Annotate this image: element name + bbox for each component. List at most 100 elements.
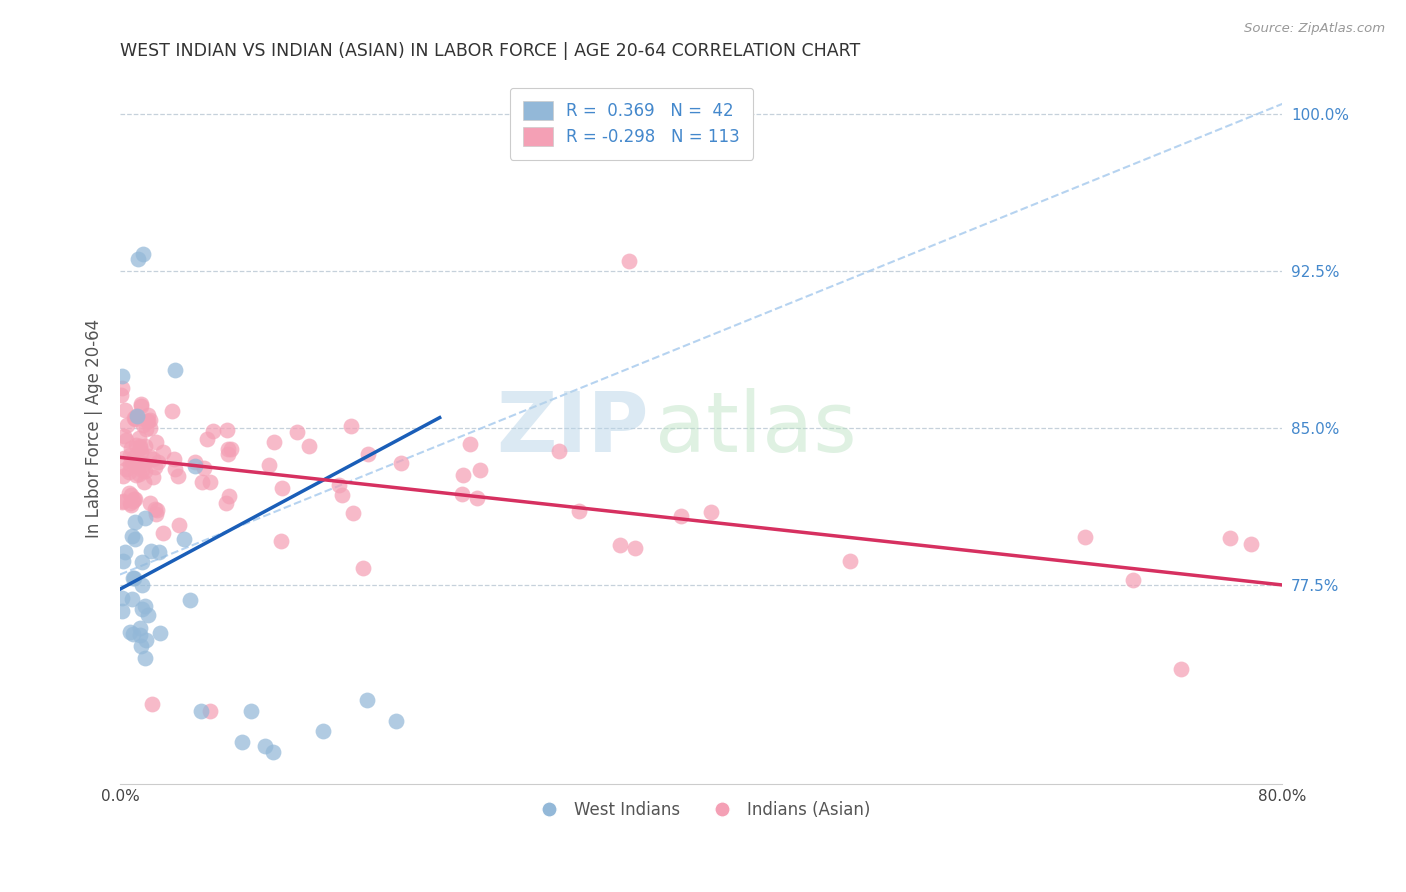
Point xyxy=(200,475,222,489)
Point xyxy=(125,458,148,473)
Point xyxy=(111,495,134,509)
Point xyxy=(183,458,205,473)
Point xyxy=(468,462,491,476)
Point xyxy=(120,449,142,463)
Point xyxy=(124,491,146,506)
Point xyxy=(257,458,280,473)
Point xyxy=(118,465,141,479)
Point xyxy=(148,545,170,559)
Point xyxy=(131,602,153,616)
Point xyxy=(138,450,160,464)
Point xyxy=(340,419,363,434)
Point xyxy=(121,627,143,641)
Point xyxy=(125,409,148,423)
Point xyxy=(312,724,335,739)
Point xyxy=(120,488,142,502)
Point xyxy=(111,368,134,383)
Point xyxy=(136,414,159,428)
Point xyxy=(165,362,187,376)
Point xyxy=(221,442,243,457)
Point xyxy=(114,433,136,447)
Point xyxy=(114,403,136,417)
Point xyxy=(139,496,162,510)
Point xyxy=(270,534,292,549)
Point xyxy=(215,424,238,438)
Point xyxy=(214,496,236,510)
Point xyxy=(134,651,156,665)
Point xyxy=(357,447,380,461)
Point xyxy=(132,418,155,433)
Point xyxy=(152,526,174,541)
Point xyxy=(124,411,146,425)
Point xyxy=(124,491,146,506)
Point xyxy=(342,506,364,520)
Point xyxy=(700,505,723,519)
Point xyxy=(202,424,225,438)
Point xyxy=(142,451,165,466)
Point xyxy=(122,494,145,508)
Point xyxy=(124,411,146,425)
Point xyxy=(138,413,160,427)
Point xyxy=(143,460,166,475)
Point xyxy=(142,469,165,483)
Point xyxy=(124,532,146,546)
Point xyxy=(129,621,152,635)
Point xyxy=(465,491,488,505)
Point xyxy=(1122,573,1144,587)
Text: WEST INDIAN VS INDIAN (ASIAN) IN LABOR FORCE | AGE 20-64 CORRELATION CHART: WEST INDIAN VS INDIAN (ASIAN) IN LABOR F… xyxy=(120,42,860,60)
Point xyxy=(127,252,149,266)
Point xyxy=(120,498,142,512)
Point xyxy=(356,693,378,707)
Point xyxy=(134,458,156,472)
Point xyxy=(1240,536,1263,550)
Point xyxy=(385,714,408,728)
Point xyxy=(131,463,153,477)
Point xyxy=(148,455,170,469)
Point xyxy=(179,593,201,607)
Point xyxy=(131,397,153,411)
Point xyxy=(125,438,148,452)
Point xyxy=(458,436,481,450)
Point xyxy=(131,578,153,592)
Point xyxy=(118,486,141,500)
Point xyxy=(330,488,353,502)
Point xyxy=(191,475,214,489)
Point xyxy=(1219,531,1241,545)
Point xyxy=(129,445,152,459)
Point xyxy=(1170,662,1192,676)
Point xyxy=(617,253,640,268)
Point xyxy=(120,441,142,455)
Point xyxy=(128,455,150,469)
Point xyxy=(548,443,571,458)
Point xyxy=(131,555,153,569)
Point xyxy=(152,444,174,458)
Point xyxy=(167,517,190,532)
Point xyxy=(120,457,142,471)
Point xyxy=(134,463,156,477)
Point xyxy=(451,486,474,500)
Point xyxy=(162,404,184,418)
Point xyxy=(218,489,240,503)
Point xyxy=(328,477,350,491)
Point xyxy=(121,592,143,607)
Point xyxy=(184,454,207,468)
Point xyxy=(263,435,285,450)
Point xyxy=(270,481,292,495)
Point xyxy=(114,545,136,559)
Point xyxy=(135,422,157,436)
Point xyxy=(231,735,253,749)
Point xyxy=(128,467,150,481)
Point xyxy=(112,554,135,568)
Point xyxy=(120,625,142,640)
Point xyxy=(122,571,145,585)
Point xyxy=(124,515,146,529)
Point xyxy=(125,468,148,483)
Point xyxy=(134,599,156,613)
Point xyxy=(125,409,148,424)
Point xyxy=(145,434,167,449)
Point xyxy=(239,704,262,718)
Point xyxy=(121,571,143,585)
Point xyxy=(128,442,150,456)
Point xyxy=(138,607,160,622)
Text: atlas: atlas xyxy=(655,388,856,468)
